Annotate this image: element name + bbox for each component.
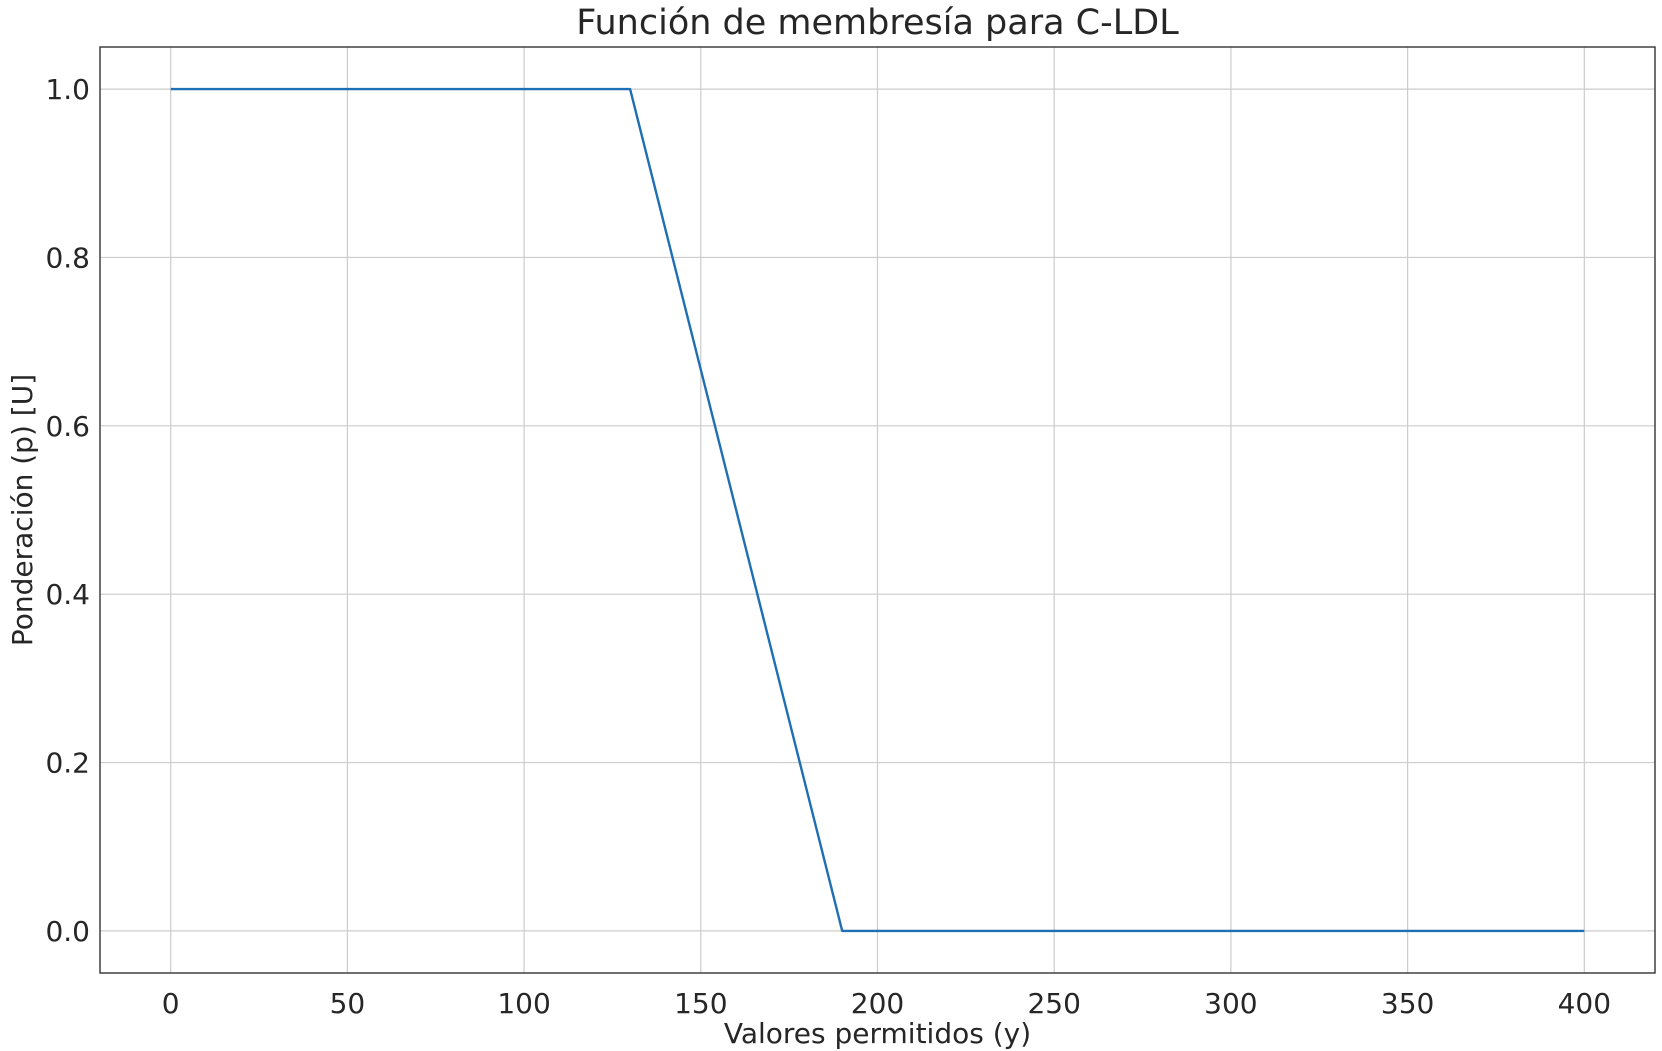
x-ticks: 0 50 100 150 200 250 300 350 400 [162, 987, 1611, 1020]
y-tick-label: 0.4 [45, 578, 90, 611]
series-line [170, 87, 1585, 933]
x-tick-label: 50 [330, 987, 366, 1020]
grid [100, 47, 1655, 973]
x-tick-label: 300 [1204, 987, 1257, 1020]
x-tick-label: 400 [1558, 987, 1611, 1020]
x-axis-label: Valores permitidos (y) [724, 1017, 1031, 1050]
y-ticks: 0.0 0.2 0.4 0.6 0.8 1.0 [45, 73, 90, 948]
y-tick-label: 0.6 [45, 410, 90, 443]
y-tick-label: 0.0 [45, 915, 90, 948]
x-tick-label: 350 [1381, 987, 1434, 1020]
y-tick-label: 0.8 [45, 241, 90, 274]
y-axis-label: Ponderación (p) [U] [6, 374, 39, 646]
x-tick-label: 200 [851, 987, 904, 1020]
x-tick-label: 100 [497, 987, 550, 1020]
series-layer [170, 87, 1585, 933]
chart-title: Función de membresía para C-LDL [576, 3, 1179, 43]
y-tick-label: 1.0 [45, 73, 90, 106]
x-tick-label: 0 [162, 987, 180, 1020]
plot-frame [99, 46, 1656, 974]
x-tick-label: 250 [1027, 987, 1080, 1020]
x-tick-label: 150 [674, 987, 727, 1020]
y-tick-label: 0.2 [45, 747, 90, 780]
